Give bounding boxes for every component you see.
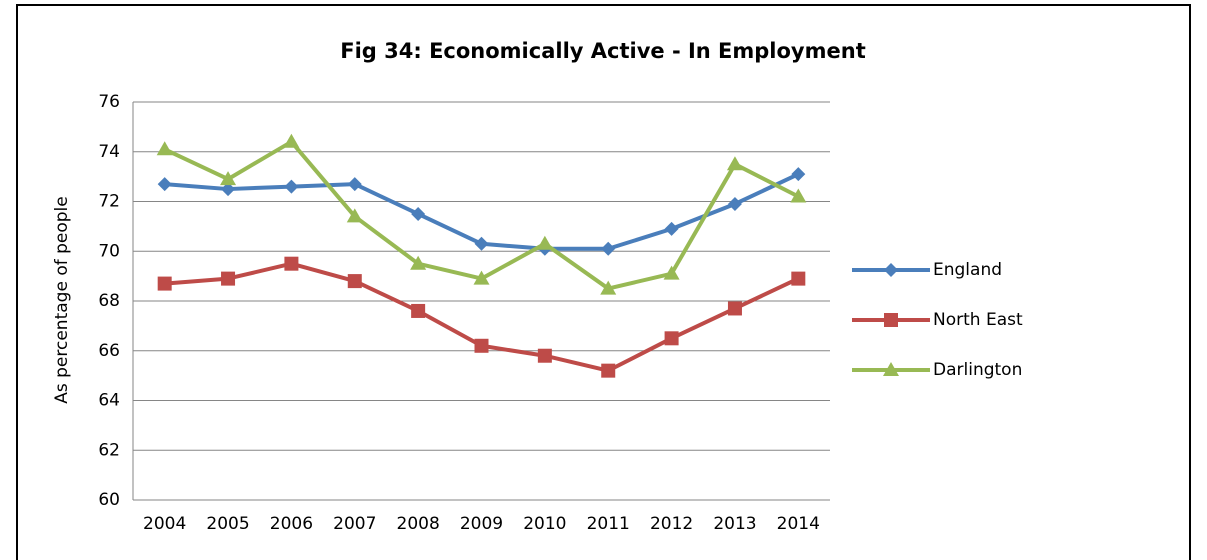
- marker: [156, 141, 173, 156]
- marker: [221, 271, 236, 286]
- marker: [284, 256, 299, 271]
- marker: [790, 188, 807, 203]
- marker: [221, 182, 236, 197]
- marker: [283, 133, 300, 148]
- x-tick-label: 2011: [587, 514, 630, 534]
- marker: [726, 156, 743, 171]
- marker: [727, 301, 742, 316]
- y-tick-label: 76: [98, 92, 120, 112]
- y-tick-label: 66: [98, 341, 120, 361]
- marker: [157, 177, 172, 192]
- x-tick-label: 2007: [333, 514, 376, 534]
- marker: [600, 280, 617, 295]
- legend-marker: [884, 263, 898, 277]
- marker: [791, 271, 806, 286]
- marker: [473, 270, 490, 285]
- x-tick-label: 2009: [460, 514, 503, 534]
- y-tick-label: 74: [98, 142, 120, 162]
- marker: [601, 363, 616, 378]
- y-tick-label: 62: [98, 440, 120, 460]
- legend-label: North East: [933, 310, 1023, 330]
- marker: [664, 331, 679, 346]
- y-tick-label: 68: [98, 291, 120, 311]
- marker: [220, 171, 237, 186]
- series-line: [163, 139, 800, 291]
- x-tick-label: 2014: [777, 514, 820, 534]
- y-axis-label: As percentage of people: [52, 196, 72, 404]
- legend-label: Darlington: [933, 360, 1022, 380]
- legend-label: England: [933, 260, 1002, 280]
- marker: [474, 338, 489, 353]
- marker: [727, 196, 742, 211]
- marker: [601, 241, 616, 256]
- marker: [411, 303, 426, 318]
- marker: [346, 208, 363, 223]
- x-tick-label: 2012: [650, 514, 693, 534]
- x-tick-label: 2005: [206, 514, 249, 534]
- marker: [791, 167, 806, 182]
- marker: [347, 274, 362, 289]
- x-tick-label: 2004: [143, 514, 186, 534]
- marker: [663, 265, 680, 280]
- chart-title: Fig 34: Economically Active - In Employm…: [340, 39, 865, 63]
- marker: [536, 235, 553, 250]
- legend-marker: [883, 362, 899, 376]
- chart-border: [16, 4, 1191, 560]
- y-tick-label: 70: [98, 241, 120, 261]
- x-tick-label: 2013: [713, 514, 756, 534]
- marker: [411, 206, 426, 221]
- marker: [157, 276, 172, 291]
- marker: [284, 179, 299, 194]
- legend-marker: [884, 313, 898, 327]
- x-tick-label: 2008: [397, 514, 440, 534]
- marker: [474, 236, 489, 251]
- x-tick-label: 2010: [523, 514, 566, 534]
- y-tick-label: 64: [98, 391, 120, 411]
- y-tick-label: 72: [98, 192, 120, 212]
- y-tick-label: 60: [98, 490, 120, 510]
- marker: [410, 255, 427, 270]
- marker: [537, 348, 552, 363]
- x-tick-label: 2006: [270, 514, 313, 534]
- marker: [347, 177, 362, 192]
- marker: [664, 221, 679, 236]
